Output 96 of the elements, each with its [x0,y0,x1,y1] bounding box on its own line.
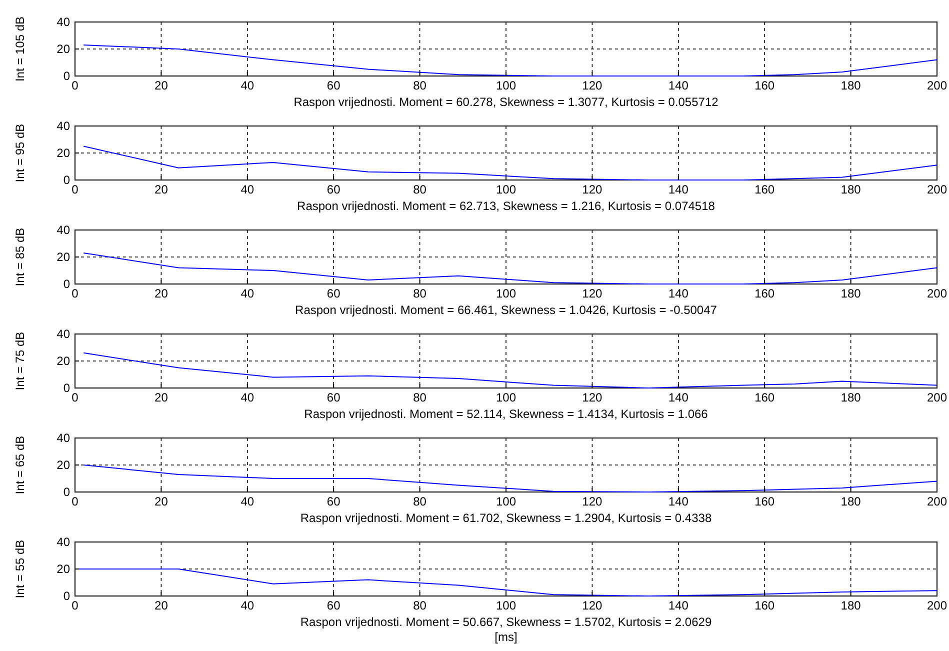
x-tick-label: 80 [413,494,427,509]
x-tick-label: 140 [668,494,689,509]
y-tick-label: 40 [56,118,70,133]
x-tick-label: 80 [413,286,427,301]
y-axis-title: Int = 85 dB [13,228,27,286]
x-tick-label: 160 [754,598,775,613]
x-tick-label: 20 [154,494,168,509]
y-tick-label: 0 [63,380,70,395]
y-tick-label: 0 [63,172,70,187]
y-tick-label: 0 [63,276,70,291]
x-tick-label: 200 [926,494,948,509]
x-tick-label: 160 [754,78,775,93]
x-tick-label: 20 [154,182,168,197]
x-tick-label: 40 [240,390,254,405]
y-tick-label: 40 [56,222,70,237]
y-axis-title: Int = 75 dB [13,332,27,390]
x-tick-label: 60 [326,390,341,405]
y-axis-title: Int = 65 dB [13,436,27,494]
x-tick-label: 40 [240,286,254,301]
x-axis-title: Raspon vrijednosti. Moment = 52.114, Skewness = 1.4134, Kurtosis = 1.066 [304,407,708,421]
x-tick-label: 200 [926,598,948,613]
x-tick-label: 180 [840,286,862,301]
x-tick-label: 60 [326,598,341,613]
x-tick-label: 20 [154,286,168,301]
x-tick-label: 160 [754,286,775,301]
x-tick-label: 160 [754,182,775,197]
x-tick-label: 120 [582,598,603,613]
line-series [83,252,938,284]
x-tick-label: 60 [326,286,341,301]
x-tick-label: 100 [496,182,516,197]
x-tick-label: 120 [582,182,603,197]
text: [ms] [494,630,518,644]
x-tick-label: 20 [154,390,168,405]
x-tick-label: 140 [668,390,689,405]
x-tick-label: 20 [154,78,168,93]
y-tick-label: 20 [56,146,70,160]
x-axis-title: Raspon vrijednosti. Moment = 66.461, Skewness = 1.0426, Kurtosis = -0.50047 [295,303,718,317]
y-tick-label: 20 [56,562,70,576]
line-series [83,44,938,76]
x-tick-label: 40 [240,598,254,613]
y-tick-label: 0 [63,68,70,83]
y-axis-title: Int = 105 dB [13,16,27,82]
x-tick-label: 160 [754,390,775,405]
y-tick-label: 40 [56,326,70,341]
x-tick-label: 40 [240,494,254,509]
y-tick-label: 20 [56,42,70,56]
x-tick-label: 140 [668,182,689,197]
x-tick-label: 80 [413,598,427,613]
x-tick-label: 100 [496,78,516,93]
line-series [83,464,938,492]
y-tick-label: 0 [63,484,70,499]
x-tick-label: 160 [754,494,775,509]
line-series [83,146,938,180]
x-tick-label: 140 [668,78,689,93]
x-tick-label: 80 [413,78,427,93]
x-tick-label: 80 [413,182,427,197]
x-tick-label: 140 [668,286,689,301]
x-tick-label: 180 [840,78,862,93]
y-axis-title: Int = 95 dB [13,124,27,182]
x-tick-label: 100 [496,598,516,613]
x-tick-label: 180 [840,390,862,405]
x-tick-label: 100 [496,390,516,405]
y-tick-label: 20 [56,354,70,368]
x-tick-label: 120 [582,286,603,301]
x-tick-label: 180 [840,598,862,613]
x-tick-label: 180 [840,494,862,509]
y-tick-label: 40 [56,430,70,445]
x-tick-label: 20 [154,598,168,613]
x-tick-label: 200 [926,182,948,197]
x-tick-label: 100 [496,286,516,301]
x-axis-title: Raspon vrijednosti. Moment = 60.278, Skewness = 1.3077, Kurtosis = 0.055712 [294,95,719,109]
x-tick-label: 200 [926,78,948,93]
x-tick-label: 60 [326,494,341,509]
line-series [83,352,938,388]
x-axis-title: Raspon vrijednosti. Moment = 50.667, Skewness = 1.5702, Kurtosis = 2.0629 [300,615,712,629]
x-tick-label: 60 [326,78,341,93]
y-tick-label: 40 [56,14,70,29]
x-tick-label: 120 [582,78,603,93]
x-axis-title: Raspon vrijednosti. Moment = 61.702, Skewness = 1.2904, Kurtosis = 0.4338 [300,511,712,525]
x-axis-title: Raspon vrijednosti. Moment = 62.713, Skewness = 1.216, Kurtosis = 0.074518 [297,199,716,213]
x-tick-label: 120 [582,494,603,509]
x-tick-label: 200 [926,390,948,405]
x-tick-label: 40 [240,78,254,93]
x-tick-label: 200 [926,286,948,301]
x-tick-label: 40 [240,182,254,197]
y-tick-label: 20 [56,458,70,472]
x-tick-label: 180 [840,182,862,197]
y-tick-label: 40 [56,534,70,549]
x-tick-label: 80 [413,390,427,405]
x-tick-label: 140 [668,598,689,613]
x-tick-label: 100 [496,494,516,509]
y-axis-title: Int = 55 dB [13,540,27,598]
y-tick-label: 20 [56,250,70,264]
x-tick-label: 120 [582,390,603,405]
y-tick-label: 0 [63,588,70,603]
x-tick-label: 60 [326,182,341,197]
